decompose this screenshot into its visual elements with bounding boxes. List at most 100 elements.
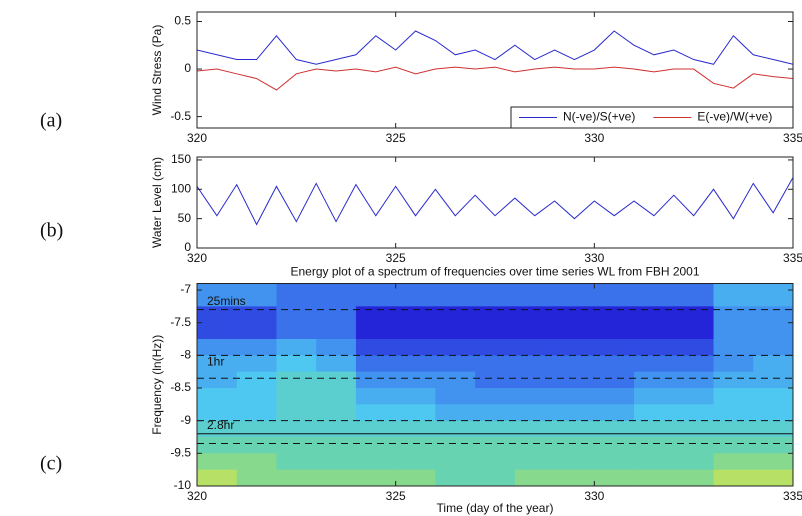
heat-cell	[594, 283, 635, 307]
heat-cell	[475, 388, 516, 405]
heat-cell	[554, 283, 595, 307]
heat-cell	[197, 388, 238, 405]
heat-cell	[514, 469, 556, 487]
heat-cell	[753, 322, 794, 340]
heat-cell	[236, 339, 277, 356]
heat-cell	[713, 322, 754, 340]
heat-cell	[753, 469, 794, 487]
heat-cell	[355, 355, 397, 373]
heat-cell	[355, 283, 397, 307]
heat-cell	[634, 453, 675, 471]
heat-cell	[435, 306, 476, 324]
heat-cell	[276, 355, 317, 373]
heat-cell	[355, 322, 397, 340]
heat-cell	[554, 388, 595, 405]
heat-cell	[634, 437, 675, 454]
x-tick-label: 325	[386, 131, 406, 145]
heat-cell	[514, 306, 556, 324]
heat-cell	[554, 469, 595, 487]
heat-cell	[514, 388, 556, 405]
heat-cell	[475, 437, 516, 454]
legend-label: N(-ve)/S(+ve)	[563, 110, 635, 124]
x-tick-label: 330	[584, 489, 604, 503]
heat-cell	[316, 283, 357, 307]
heat-cell	[554, 437, 595, 454]
heat-cell	[475, 283, 516, 307]
panel-label: (a)	[40, 110, 62, 132]
heat-cell	[236, 453, 277, 471]
heat-cell	[514, 283, 556, 307]
heat-cell	[673, 283, 715, 307]
heat-cell	[395, 420, 436, 438]
heat-cell	[713, 469, 754, 487]
heat-cell	[673, 306, 715, 324]
heat-cell	[713, 404, 754, 422]
heat-cell	[753, 355, 794, 373]
heat-cell	[753, 453, 794, 471]
heat-cell	[276, 371, 317, 389]
heat-cell	[634, 339, 675, 356]
heat-cell	[475, 355, 516, 373]
heat-cell	[197, 469, 238, 487]
heat-cell	[634, 371, 675, 389]
heat-cell	[514, 371, 556, 389]
y-tick-label: -10	[174, 478, 192, 492]
y-tick-label: -7.5	[170, 315, 191, 329]
heat-cell	[753, 283, 794, 307]
heat-cell	[673, 388, 715, 405]
heat-cell	[435, 404, 476, 422]
heat-cell	[753, 306, 794, 324]
heat-cell	[753, 388, 794, 405]
heat-cell	[236, 355, 277, 373]
heat-cell	[594, 420, 635, 438]
y-tick-label: -8	[180, 348, 191, 362]
heat-cell	[355, 420, 397, 438]
y-tick-label: -0.5	[170, 109, 191, 123]
heat-cell	[713, 453, 754, 471]
x-tick-label: 320	[187, 489, 207, 503]
heat-cell	[395, 453, 436, 471]
heat-cell	[713, 371, 754, 389]
heat-cell	[594, 437, 635, 454]
heat-cell	[514, 339, 556, 356]
chart-title: Energy plot of a spectrum of frequencies…	[290, 265, 699, 279]
heat-cell	[435, 322, 476, 340]
heat-cell	[395, 322, 436, 340]
heat-cell	[395, 339, 436, 356]
heat-cell	[514, 355, 556, 373]
heat-cell	[435, 437, 476, 454]
heat-cell	[355, 469, 397, 487]
heat-cell	[514, 453, 556, 471]
plot-frame	[196, 11, 794, 129]
x-tick-label: 325	[386, 251, 406, 265]
heat-cell	[673, 453, 715, 471]
heat-cell	[594, 322, 635, 340]
reference-label: 2.8hr	[207, 418, 234, 432]
heat-cell	[395, 469, 436, 487]
heat-cell	[197, 437, 238, 454]
heat-cell	[395, 388, 436, 405]
heat-cell	[673, 469, 715, 487]
heat-cell	[475, 404, 516, 422]
heat-cell	[276, 388, 317, 405]
legend-label: E(-ve)/W(+ve)	[697, 110, 772, 124]
heat-cell	[713, 283, 754, 307]
heat-cell	[634, 322, 675, 340]
heat-cell	[276, 322, 317, 340]
heat-cell	[355, 371, 397, 389]
heat-cell	[554, 371, 595, 389]
heat-cell	[197, 283, 238, 307]
heat-cell	[634, 420, 675, 438]
heat-cell	[713, 355, 754, 373]
heat-cell	[395, 283, 436, 307]
heat-cell	[554, 355, 595, 373]
x-tick-label: 325	[386, 489, 406, 503]
heat-cell	[197, 322, 238, 340]
heat-cell	[276, 306, 317, 324]
heat-cell	[753, 404, 794, 422]
heat-cell	[475, 306, 516, 324]
heat-cell	[713, 339, 754, 356]
heat-cell	[197, 339, 238, 356]
y-tick-label: 100	[171, 181, 191, 195]
heat-cell	[554, 404, 595, 422]
